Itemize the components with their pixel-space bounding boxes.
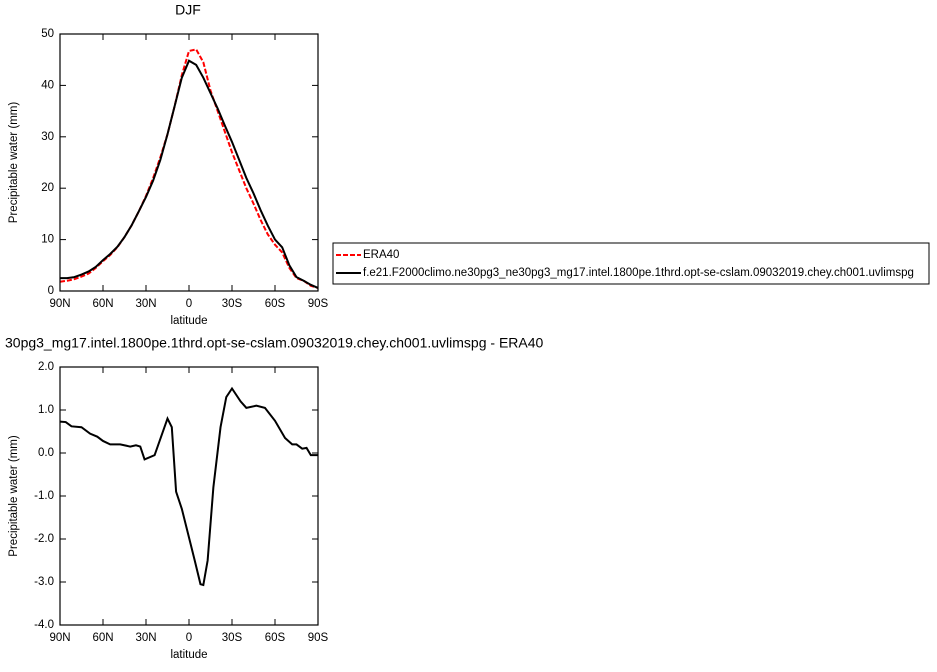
legend-box — [332, 242, 930, 285]
data-line — [59, 386, 318, 587]
y-tick-label: 0 — [48, 285, 54, 297]
y-tick-label: 40 — [41, 79, 54, 91]
x-tick-label: 90S — [308, 298, 329, 310]
chart-title: DJF — [175, 2, 201, 18]
data-line — [59, 48, 319, 289]
y-tick-label: -3.0 — [34, 576, 54, 588]
legend-label: ERA40 — [363, 249, 399, 261]
x-tick-label: 30S — [222, 632, 243, 644]
y-tick-label: 2.0 — [38, 361, 54, 373]
data-line — [60, 59, 319, 289]
plot-frame — [59, 366, 319, 626]
x-tick-label: 30N — [135, 298, 156, 310]
y-tick-label: 1.0 — [38, 404, 54, 416]
chart-title: 30pg3_mg17.intel.1800pe.1thrd.opt-se-csl… — [5, 335, 544, 351]
y-tick-label: -2.0 — [34, 533, 54, 545]
x-tick-label: 0 — [186, 298, 192, 310]
y-tick-label: -1.0 — [34, 490, 54, 502]
x-axis-label: latitude — [170, 315, 207, 327]
x-tick-label: 60S — [265, 298, 286, 310]
y-axis-label: Precipitable water (mm) — [8, 102, 20, 224]
x-tick-label: 60S — [265, 632, 286, 644]
x-tick-label: 30S — [222, 298, 243, 310]
y-tick-label: 50 — [41, 28, 54, 40]
y-axis-label: Precipitable water (mm) — [8, 435, 20, 557]
x-tick-label: 60N — [92, 298, 113, 310]
plot-frame — [59, 33, 319, 292]
x-tick-label: 60N — [92, 632, 113, 644]
y-tick-label: 10 — [41, 234, 54, 246]
y-tick-label: 30 — [41, 131, 54, 143]
y-tick-label: 20 — [41, 182, 54, 194]
x-tick-label: 90N — [49, 632, 70, 644]
x-tick-label: 30N — [135, 632, 156, 644]
y-tick-label: -4.0 — [34, 619, 54, 631]
y-tick-label: 0.0 — [38, 447, 54, 459]
x-tick-label: 90S — [308, 632, 329, 644]
x-tick-label: 0 — [186, 632, 192, 644]
legend-label: f.e21.F2000climo.ne30pg3_ne30pg3_mg17.in… — [363, 267, 914, 279]
x-axis-label: latitude — [170, 649, 207, 661]
x-tick-label: 90N — [49, 298, 70, 310]
